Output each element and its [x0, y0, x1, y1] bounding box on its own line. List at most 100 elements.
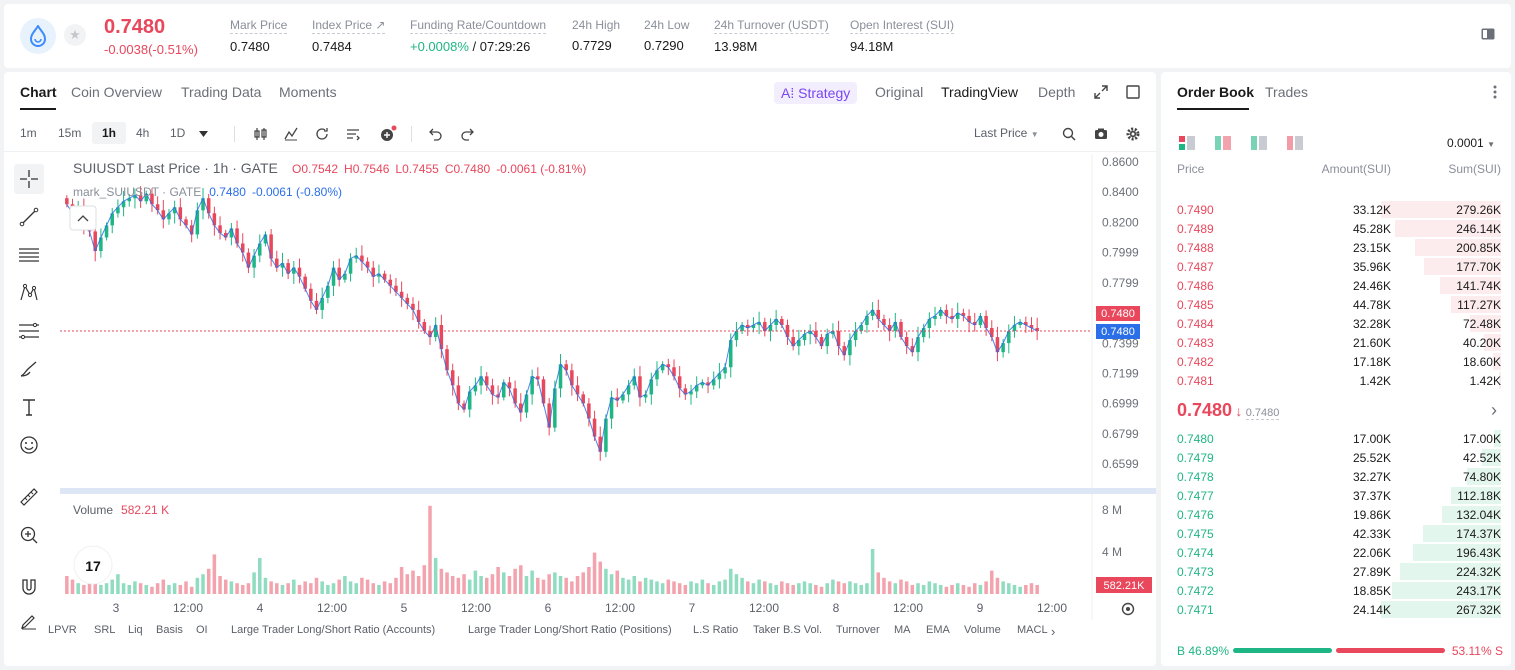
timeframe-15m[interactable]: 15m: [58, 126, 82, 140]
price-chart[interactable]: 0.8600 0.8400 0.8200 0.7999 0.7799 0.7399 0.71…: [60, 154, 1156, 620]
stat-label[interactable]: Index Price ↗: [312, 18, 386, 34]
indicator-srl[interactable]: SRL: [94, 624, 116, 636]
collapse-legend-button[interactable]: [69, 205, 97, 231]
pane-separator[interactable]: [60, 488, 1156, 494]
tab-trading-data[interactable]: Trading Data: [181, 84, 262, 100]
indicator-oi[interactable]: OI: [196, 624, 208, 636]
camera-icon[interactable]: [1094, 127, 1108, 141]
chevron-right-icon[interactable]: ›: [1051, 624, 1056, 639]
precision-select[interactable]: 0.0001 ▼: [1447, 136, 1495, 150]
layout-icon[interactable]: [1481, 28, 1495, 40]
stat-label[interactable]: Mark Price: [230, 18, 288, 34]
bid-row[interactable]: 0.7479 25.52K 42.52K: [1161, 448, 1511, 467]
axis-settings-icon[interactable]: [1121, 602, 1135, 616]
horizontal-lines-icon[interactable]: [14, 240, 44, 270]
bid-row[interactable]: 0.7480 17.00K 17.00K: [1161, 429, 1511, 448]
zoom-in-icon[interactable]: [14, 520, 44, 550]
indicator-volume[interactable]: Volume: [964, 624, 1001, 636]
stat-label[interactable]: Open Interest (SUI): [850, 18, 955, 34]
ask-row[interactable]: 0.7488 23.15K 200.85K: [1161, 238, 1511, 257]
view-original[interactable]: Original: [875, 84, 924, 100]
ask-row[interactable]: 0.7490 33.12K 279.26K: [1161, 200, 1511, 219]
stat-label[interactable]: 24h Turnover (USDT): [714, 18, 829, 34]
undo-icon[interactable]: [429, 127, 443, 141]
volume-bar: [235, 583, 239, 594]
add-alert-icon[interactable]: [379, 125, 397, 143]
bid-row[interactable]: 0.7475 42.33K 174.37K: [1161, 524, 1511, 543]
search-icon[interactable]: [1062, 127, 1076, 141]
bid-row[interactable]: 0.7473 27.89K 224.32K: [1161, 562, 1511, 581]
ask-row[interactable]: 0.7489 45.28K 246.14K: [1161, 219, 1511, 238]
candle-type-icon[interactable]: [254, 127, 268, 141]
view-depth[interactable]: Depth: [1038, 84, 1076, 100]
view-asks-icon[interactable]: [1287, 136, 1303, 150]
price-source-select[interactable]: Last Price ▼: [974, 126, 1039, 140]
indicators-icon[interactable]: [284, 127, 298, 141]
tab-moments[interactable]: Moments: [279, 84, 337, 100]
text-tool-icon[interactable]: [14, 392, 44, 422]
ask-row[interactable]: 0.7481 1.42K 1.42K: [1161, 371, 1511, 390]
refresh-icon[interactable]: [315, 127, 329, 141]
volume-bar: [201, 574, 205, 594]
timeframe-1m[interactable]: 1m: [20, 126, 37, 140]
tab-trades[interactable]: Trades: [1265, 84, 1309, 100]
indicator-liq[interactable]: Liq: [128, 624, 143, 636]
ask-row[interactable]: 0.7482 17.18K 18.60K: [1161, 352, 1511, 371]
chevron-down-icon[interactable]: [199, 131, 208, 137]
ask-row[interactable]: 0.7487 35.96K 177.70K: [1161, 257, 1511, 276]
indicator-basis[interactable]: Basis: [156, 624, 183, 636]
ask-row[interactable]: 0.7484 32.28K 72.48K: [1161, 314, 1511, 333]
bid-row[interactable]: 0.7471 24.14K 267.32K: [1161, 600, 1511, 619]
view-tradingview[interactable]: TradingView: [941, 84, 1019, 100]
candle-body: [797, 340, 801, 347]
view-both-icon[interactable]: [1179, 136, 1195, 150]
bid-row[interactable]: 0.7478 32.27K 74.80K: [1161, 467, 1511, 486]
indicator-large-trader-positions[interactable]: Large Trader Long/Short Ratio (Positions…: [468, 624, 672, 636]
more-menu-icon[interactable]: [1493, 85, 1497, 99]
emoji-icon[interactable]: [14, 430, 44, 460]
indicator-ema[interactable]: EMA: [926, 624, 950, 636]
mid-price-row[interactable]: 0.7480 ↓ 0.7480 ›: [1177, 400, 1497, 424]
tab-coin-overview[interactable]: Coin Overview: [71, 84, 163, 100]
trend-line-icon[interactable]: [14, 202, 44, 232]
bid-row[interactable]: 0.7472 18.85K 243.17K: [1161, 581, 1511, 600]
indicator-lpvr[interactable]: LPVR: [48, 624, 77, 636]
timeframe-4h[interactable]: 4h: [136, 126, 150, 140]
ask-row[interactable]: 0.7485 44.78K 117.27K: [1161, 295, 1511, 314]
timeframe-1d[interactable]: 1D: [170, 126, 186, 140]
fullscreen-icon[interactable]: [1094, 85, 1108, 99]
magnet-icon[interactable]: [14, 572, 44, 602]
indicator-taker-vol[interactable]: Taker B.S Vol.: [753, 624, 823, 636]
templates-icon[interactable]: [346, 127, 360, 141]
gear-icon[interactable]: [1126, 127, 1140, 141]
brush-icon[interactable]: [14, 354, 44, 384]
pattern-tool-icon[interactable]: [14, 278, 44, 308]
bid-row[interactable]: 0.7476 19.86K 132.04K: [1161, 505, 1511, 524]
tab-order-book[interactable]: Order Book: [1177, 84, 1255, 100]
indicator-ma[interactable]: MA: [894, 624, 911, 636]
ask-row[interactable]: 0.7486 24.46K 141.74K: [1161, 276, 1511, 295]
strategy-button[interactable]: A⁞ Strategy: [774, 82, 858, 104]
tradingview-logo[interactable]: 17: [73, 545, 113, 585]
indicator-ls-ratio[interactable]: L.S Ratio: [693, 624, 739, 636]
stat-label[interactable]: Funding Rate/Countdown: [410, 18, 547, 34]
orderbook-price: 0.7485: [1177, 298, 1214, 312]
tab-chart[interactable]: Chart: [20, 84, 57, 100]
view-split-icon[interactable]: [1215, 136, 1231, 150]
lock-drawing-icon[interactable]: [14, 606, 44, 636]
view-bids-icon[interactable]: [1251, 136, 1267, 150]
popout-icon[interactable]: [1126, 85, 1140, 99]
indicator-macd[interactable]: MACL: [1017, 624, 1048, 636]
fib-retracement-icon[interactable]: [14, 316, 44, 346]
ruler-icon[interactable]: [14, 482, 44, 512]
favorite-star-icon[interactable]: ★: [64, 24, 86, 46]
crosshair-icon[interactable]: [14, 164, 44, 194]
candle-body: [1029, 324, 1034, 329]
redo-icon[interactable]: [460, 127, 474, 141]
ask-row[interactable]: 0.7483 21.60K 40.20K: [1161, 333, 1511, 352]
bid-row[interactable]: 0.7474 22.06K 196.43K: [1161, 543, 1511, 562]
indicator-turnover[interactable]: Turnover: [836, 624, 880, 636]
bid-row[interactable]: 0.7477 37.37K 112.18K: [1161, 486, 1511, 505]
indicator-large-trader-accounts[interactable]: Large Trader Long/Short Ratio (Accounts): [231, 624, 436, 636]
timeframe-1h[interactable]: 1h: [92, 122, 127, 144]
